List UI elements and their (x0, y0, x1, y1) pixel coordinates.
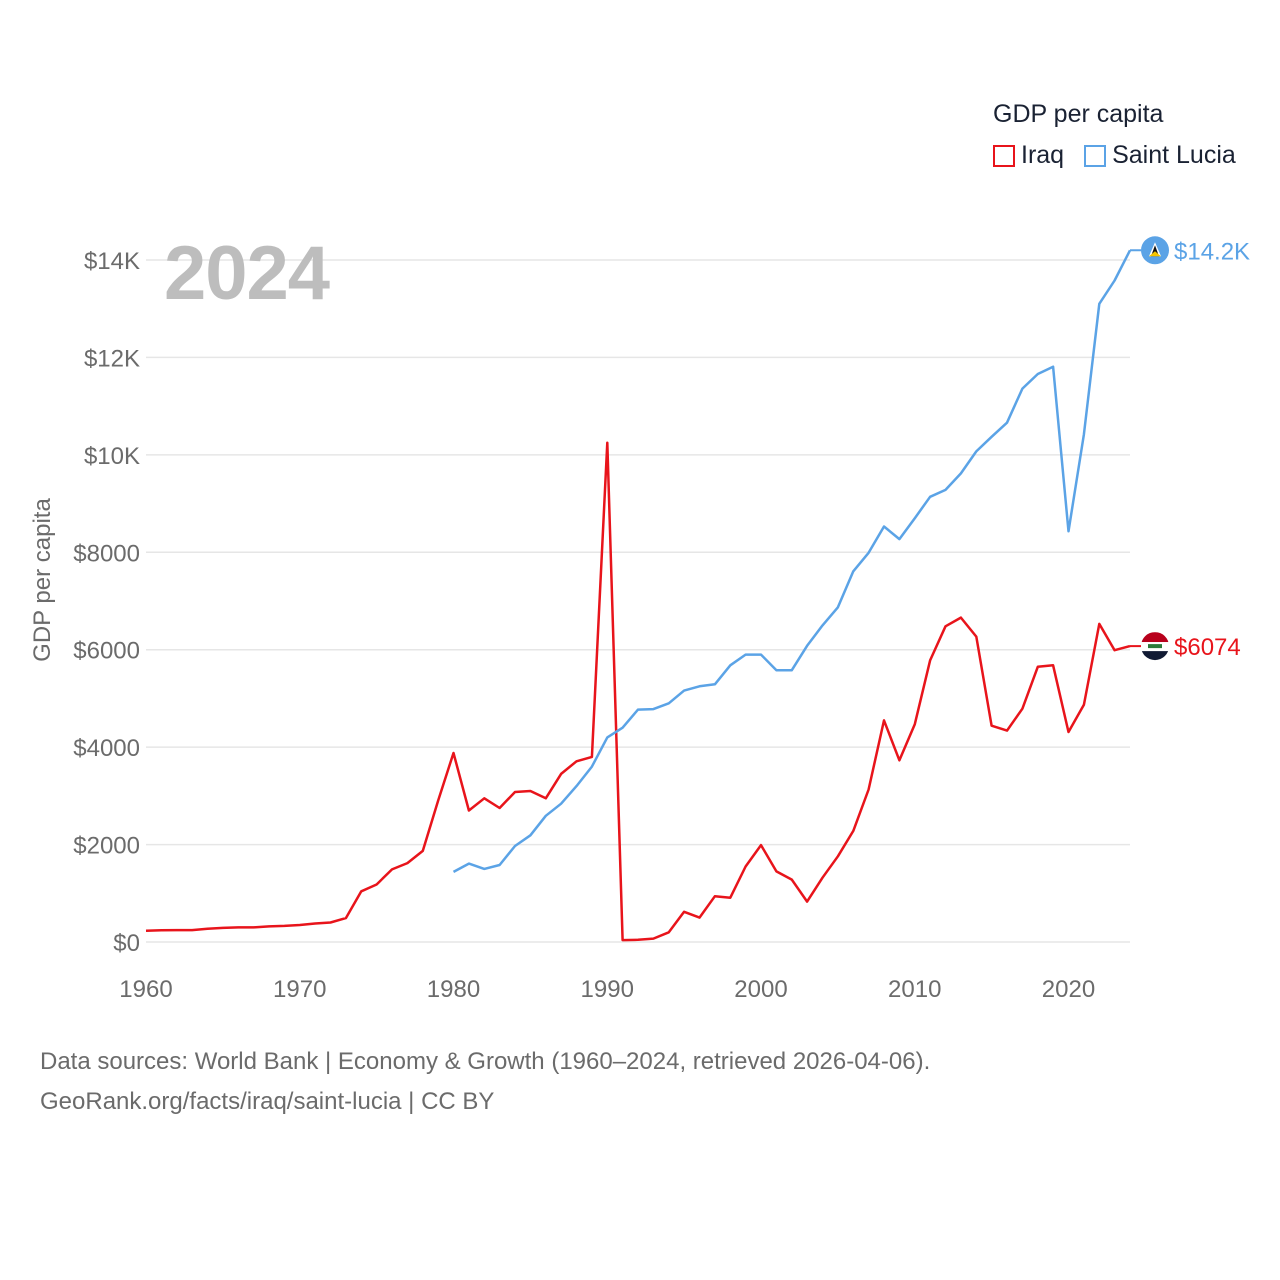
x-tick-label: 2020 (1042, 976, 1095, 1003)
y-tick-label: $12K (84, 345, 140, 372)
y-axis-ticks: $0 $2000 $4000 $6000 $8000 $10K $12K $14K (73, 248, 140, 957)
x-tick-label: 2010 (888, 976, 941, 1003)
x-axis-ticks: 1960 1970 1980 1990 2000 2010 2020 (119, 976, 1095, 1003)
legend-title: GDP per capita (993, 100, 1164, 128)
footer-link[interactable]: GeoRank.org/facts/iraq/saint-lucia | CC … (40, 1088, 495, 1115)
x-tick-label: 1970 (273, 976, 326, 1003)
y-tick-label: $10K (84, 443, 140, 470)
x-tick-label: 1990 (581, 976, 634, 1003)
y-tick-label: $0 (113, 930, 140, 957)
iraq-flag-icon (1141, 632, 1169, 661)
saint-lucia-flag-icon (1141, 236, 1169, 265)
legend-item-iraq[interactable]: Iraq (993, 141, 1064, 170)
end-markers: $6074 $14.2K (1130, 236, 1250, 661)
end-value-label-saint-lucia: $14.2K (1174, 238, 1250, 265)
y-tick-label: $14K (84, 248, 140, 275)
x-tick-label: 1980 (427, 976, 480, 1003)
legend-label-saint-lucia: Saint Lucia (1112, 141, 1236, 169)
footer: Data sources: World Bank | Economy & Gro… (40, 1042, 930, 1122)
y-tick-label: $4000 (73, 735, 140, 762)
y-axis-label: GDP per capita (29, 498, 56, 662)
y-tick-label: $6000 (73, 638, 140, 665)
grid-lines (146, 259, 1130, 943)
series-line-saint-lucia (452, 249, 1132, 874)
y-tick-label: $8000 (73, 540, 140, 567)
footer-sources: Data sources: World Bank | Economy & Gro… (40, 1048, 931, 1075)
series-line-iraq (145, 441, 1131, 942)
y-tick-label: $2000 (73, 833, 140, 860)
legend: Iraq Saint Lucia (993, 141, 1256, 170)
series-lines (145, 249, 1132, 942)
end-value-label-iraq: $6074 (1174, 634, 1241, 661)
legend-item-saint-lucia[interactable]: Saint Lucia (1084, 141, 1236, 170)
x-tick-label: 2000 (734, 976, 787, 1003)
legend-label-iraq: Iraq (1021, 141, 1065, 169)
year-overlay: 2024 (164, 231, 330, 316)
legend-swatch-saint-lucia (1084, 144, 1107, 167)
legend-swatch-iraq (993, 144, 1015, 167)
x-tick-label: 1960 (119, 976, 172, 1003)
